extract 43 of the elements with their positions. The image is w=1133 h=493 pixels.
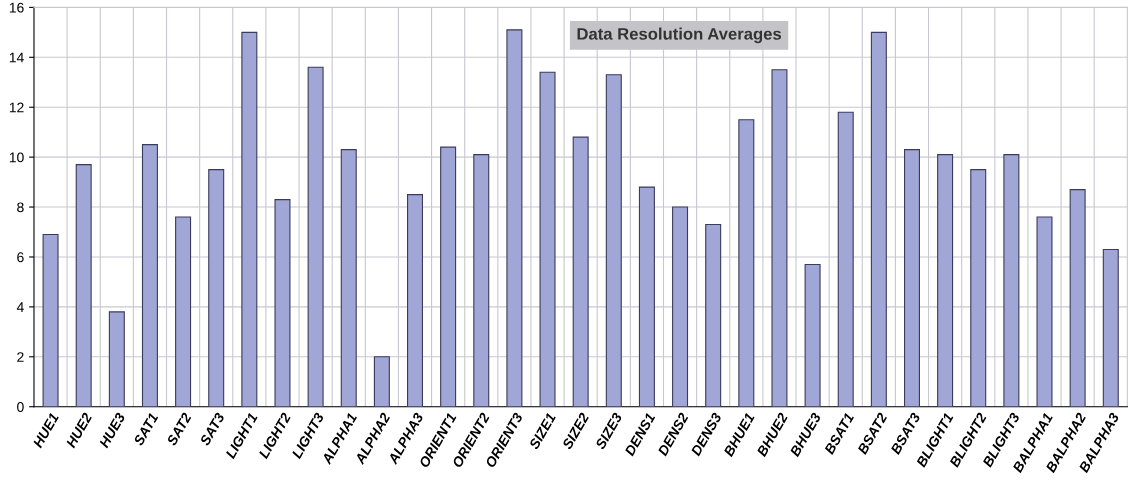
bar — [672, 206, 689, 407]
y-tick-label: 0 — [17, 402, 24, 412]
bar — [1069, 189, 1086, 407]
bar — [738, 119, 755, 407]
bar — [506, 29, 523, 407]
bar — [771, 69, 788, 407]
bar — [970, 169, 987, 407]
y-tick-label: 2 — [17, 352, 24, 362]
bar — [937, 154, 954, 407]
y-tick-label: 8 — [17, 202, 24, 213]
bar — [837, 111, 854, 407]
bar — [373, 356, 390, 407]
bar — [175, 216, 192, 407]
text: Data Resolution Averages — [577, 27, 782, 44]
bar — [1003, 154, 1020, 407]
y-tick-label: 6 — [17, 252, 24, 263]
y-tick-label: 14 — [9, 52, 24, 63]
bar — [638, 186, 655, 407]
bar — [605, 74, 622, 407]
y-tick-label: 10 — [9, 152, 24, 163]
bar — [141, 144, 158, 407]
bar — [75, 164, 92, 407]
bar — [440, 146, 457, 407]
bar — [1036, 216, 1053, 407]
bar — [340, 149, 357, 407]
bar — [473, 154, 490, 407]
y-tick-label: 12 — [9, 102, 24, 113]
bar — [307, 66, 324, 407]
bar — [108, 311, 125, 407]
bar — [705, 223, 722, 407]
bar — [1102, 248, 1119, 407]
bar — [903, 149, 920, 407]
y-tick-label: 16 — [9, 2, 24, 13]
bar — [539, 71, 556, 407]
y-tick-label: 4 — [16, 302, 24, 312]
bar — [870, 31, 887, 407]
bar — [208, 169, 225, 407]
bar — [406, 194, 424, 407]
bar — [274, 199, 291, 407]
bar — [241, 31, 258, 407]
bar — [804, 263, 821, 407]
bar — [572, 136, 589, 407]
bar — [42, 233, 59, 407]
